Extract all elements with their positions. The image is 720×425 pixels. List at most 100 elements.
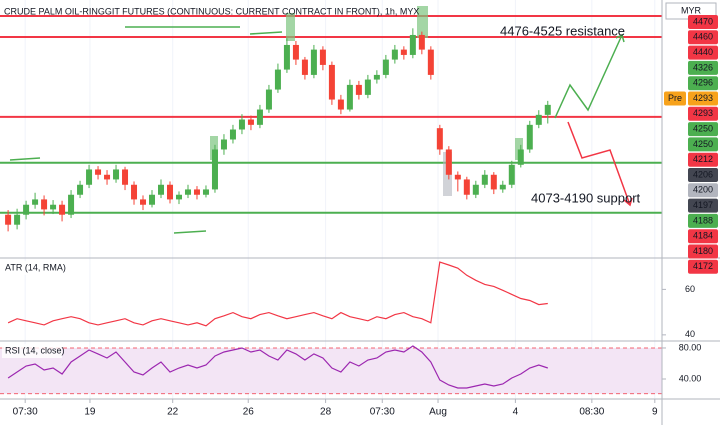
price-label: 4197	[693, 200, 713, 210]
x-tick-label: 07:30	[13, 407, 38, 418]
candle-body	[445, 149, 452, 175]
highlight-box	[417, 6, 428, 38]
candle-body	[14, 214, 21, 225]
price-label-box	[688, 137, 718, 152]
trend-line	[249, 31, 283, 35]
level-layer	[0, 14, 662, 214]
price-label: 4460	[693, 32, 713, 42]
price-label: 4293	[693, 108, 713, 118]
indicator-line	[7, 261, 548, 327]
candle-body	[274, 69, 281, 90]
candle-body	[310, 49, 317, 75]
x-tick-label: Aug	[429, 407, 447, 418]
tag-box	[664, 91, 686, 106]
highlight-box	[515, 138, 523, 160]
candle-body	[526, 124, 533, 150]
price-label-box	[688, 213, 718, 228]
chart-title: CRUDE PALM OIL-RINGGIT FUTURES (CONTINUO…	[4, 6, 419, 16]
price-label-box	[688, 76, 718, 91]
x-tick-label: 19	[84, 407, 96, 418]
price-label: 4470	[693, 16, 713, 26]
indicator-title: ATR (14, RMA)	[5, 262, 66, 272]
price-label: 4180	[693, 246, 713, 256]
price-label: 4250	[693, 139, 713, 149]
price-label-box	[688, 198, 718, 213]
candle-body	[131, 184, 138, 200]
candle-body	[149, 194, 156, 205]
candle-body	[373, 74, 380, 80]
arrow-head	[623, 197, 633, 207]
candle-body	[86, 169, 93, 185]
candle-body	[41, 199, 48, 210]
candle-body	[238, 119, 245, 130]
price-label-box	[688, 152, 718, 167]
candle-body	[517, 149, 524, 165]
candle-body	[535, 114, 542, 125]
axis-layer: 07:30 19 22 26 28 07:30 Aug 4 08:30 9 4470 4460 4440…	[13, 15, 718, 418]
candle-body	[283, 44, 290, 70]
projection-up	[554, 34, 623, 119]
price-label: 4188	[693, 215, 713, 225]
candle-body	[113, 169, 120, 180]
candle-body	[337, 99, 344, 110]
price-label-box	[688, 45, 718, 60]
candle-body	[184, 189, 191, 195]
indicator-label-box	[2, 261, 74, 275]
candle-body	[490, 174, 497, 190]
price-label: 4296	[693, 78, 713, 88]
candle-body	[382, 59, 389, 75]
highlight-box	[210, 136, 218, 160]
candle-body	[265, 89, 272, 110]
x-tick-label: 07:30	[370, 407, 395, 418]
candle-body	[355, 84, 362, 95]
price-label: 4250	[693, 123, 713, 133]
price-label: 4293	[693, 93, 713, 103]
price-label-box	[688, 259, 718, 274]
projection-down	[567, 121, 631, 206]
candle-body	[508, 164, 515, 185]
candle-body	[158, 184, 165, 195]
indicator-line	[7, 345, 548, 389]
candle-body	[229, 129, 236, 140]
candle-body	[77, 184, 84, 195]
highlight-box	[286, 13, 295, 41]
trend-line	[173, 230, 207, 234]
candle-body	[364, 79, 371, 95]
candle-body	[122, 169, 129, 185]
candle-body	[59, 204, 66, 215]
price-label-box	[688, 60, 718, 75]
candle-body	[247, 119, 254, 125]
price-label-box	[688, 91, 718, 106]
indicator-label-box	[2, 344, 62, 358]
price-label-box	[688, 168, 718, 182]
candle-body	[32, 199, 39, 205]
price-label: 4184	[693, 231, 713, 241]
x-tick-label: 28	[320, 407, 332, 418]
price-label-box	[688, 15, 718, 29]
x-tick-label: 4	[513, 407, 519, 418]
candle-body	[95, 169, 102, 175]
grid-layer	[24, 0, 656, 399]
x-tick-label: 26	[243, 407, 255, 418]
annotation: 4476-4525 resistance	[500, 23, 625, 38]
candle-body	[193, 189, 200, 195]
candle-body	[409, 34, 416, 55]
candle-body	[292, 44, 299, 60]
candle-body	[68, 194, 75, 215]
y-tick-label: 60	[685, 284, 695, 294]
candle-body	[499, 184, 506, 190]
candle-body	[50, 204, 57, 210]
price-label-box	[688, 122, 718, 137]
price-label: 4212	[693, 154, 713, 164]
y-tick-label: 40	[685, 329, 695, 339]
x-tick-label: 08:30	[579, 407, 604, 418]
candle-body	[436, 128, 443, 150]
candle-body	[418, 34, 425, 50]
candle-body	[481, 174, 488, 185]
candle-body	[463, 179, 470, 195]
price-label: 4200	[693, 185, 713, 195]
candle-body	[211, 149, 218, 190]
candle-body	[140, 199, 147, 205]
